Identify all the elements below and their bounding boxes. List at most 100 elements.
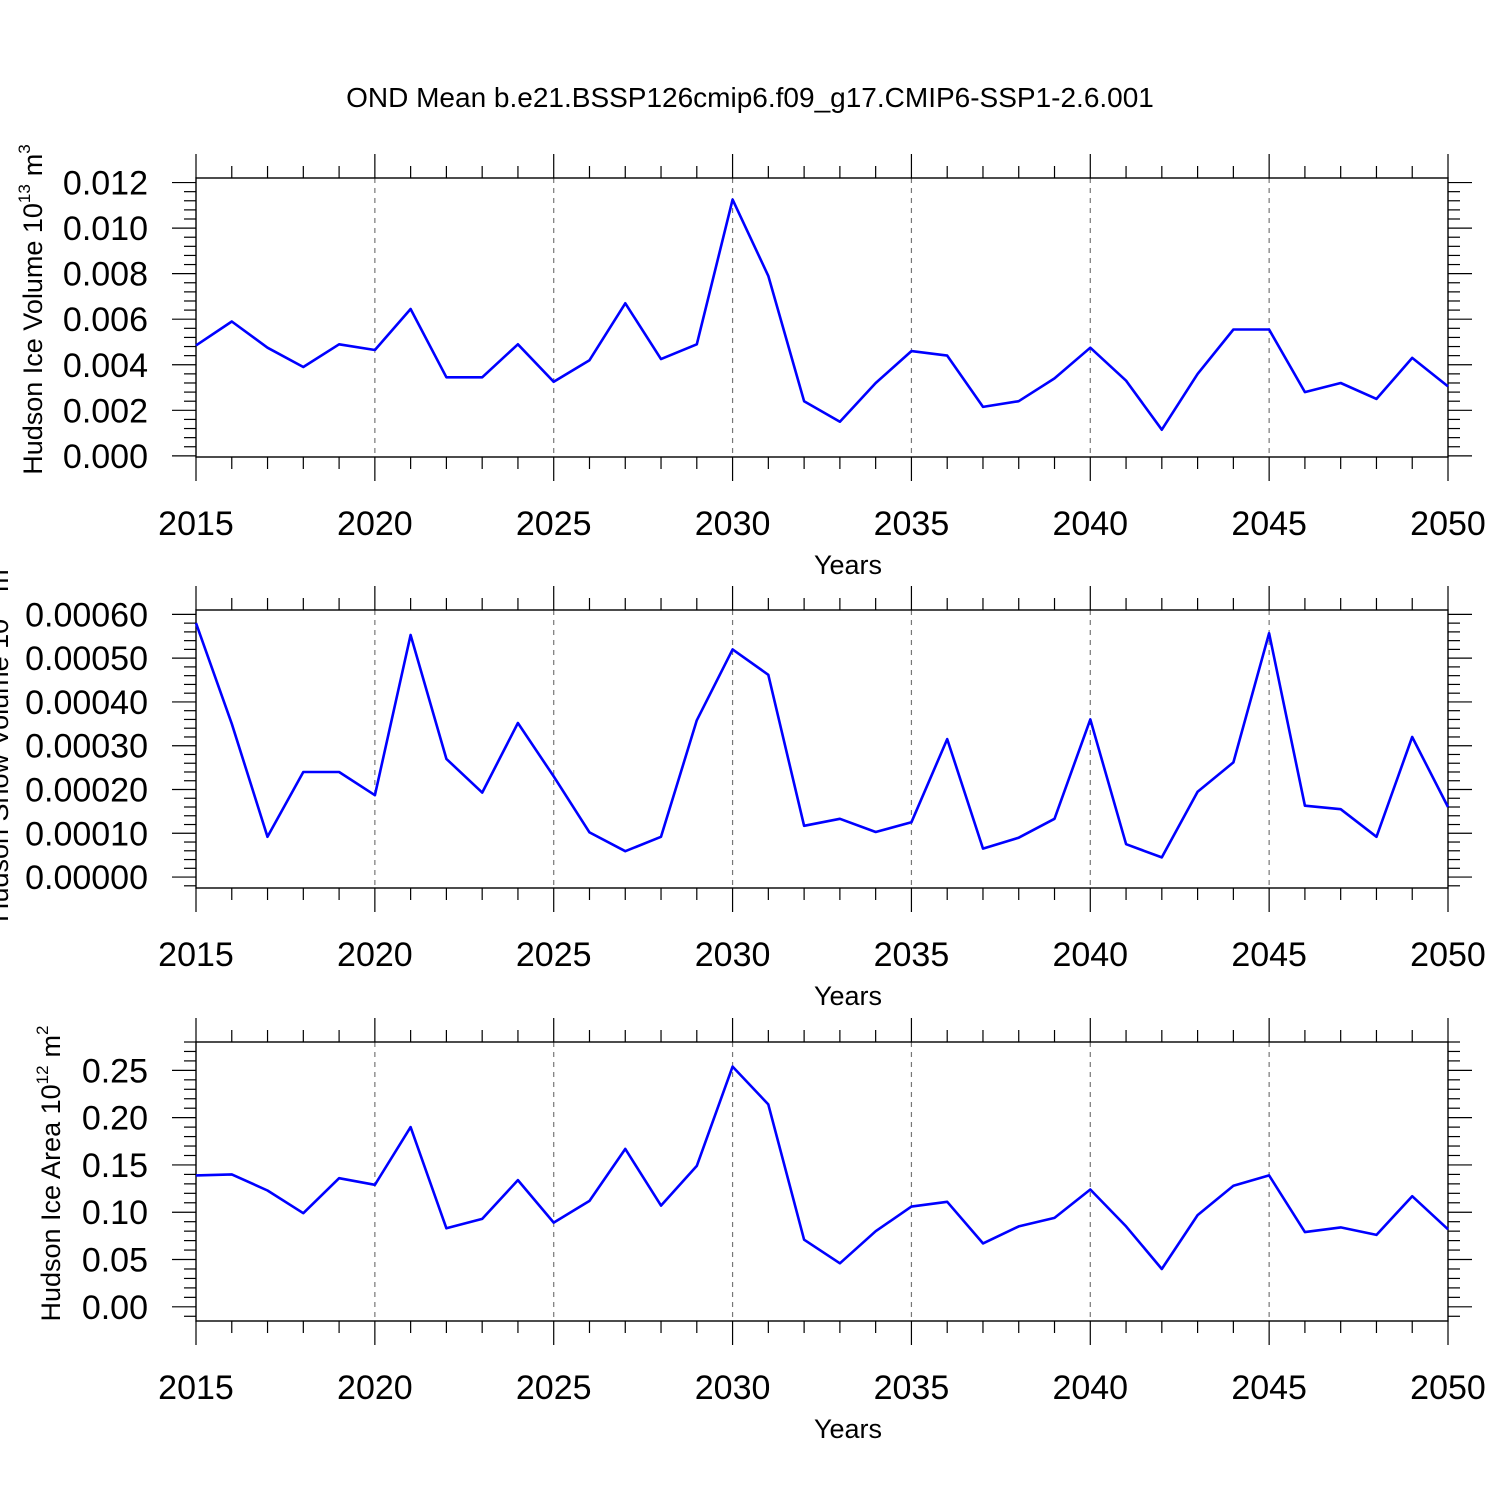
x-tick-label: 2015 — [158, 936, 234, 974]
data-point-2032 — [802, 1238, 806, 1242]
y-tick-label: 0.006 — [63, 301, 148, 339]
data-point-2034 — [874, 830, 878, 834]
data-point-2050 — [1446, 1227, 1450, 1231]
y-tick-label: 0.00030 — [25, 728, 148, 766]
x-tick-label: 2050 — [1410, 505, 1486, 543]
data-point-2022 — [444, 1226, 448, 1230]
data-point-2018 — [301, 365, 305, 369]
data-point-2021 — [409, 633, 413, 637]
data-point-2048 — [1374, 397, 1378, 401]
panel-1: 2015 2020 2025 2030 2035 2040 2045 2050 Years 0.0… — [15, 144, 1486, 580]
x-tick-label: 2035 — [874, 505, 950, 543]
data-point-2016 — [230, 319, 234, 323]
data-point-2017 — [266, 346, 270, 350]
data-point-2015 — [194, 343, 198, 347]
data-point-2037 — [981, 405, 985, 409]
x-tick-label: 2030 — [695, 1369, 771, 1407]
y-tick-label: 0.000 — [63, 438, 148, 476]
data-point-2040 — [1088, 346, 1092, 350]
data-point-2047 — [1339, 807, 1343, 811]
data-point-2026 — [587, 1199, 591, 1203]
x-tick-label: 2050 — [1410, 1369, 1486, 1407]
y-tick-label: 0.008 — [63, 256, 148, 294]
y-tick-label: 0.00040 — [25, 684, 148, 722]
data-point-2045 — [1267, 327, 1271, 331]
y-axis-title-exponent: 13 — [15, 184, 34, 203]
data-point-2024 — [516, 721, 520, 725]
data-point-2047 — [1339, 381, 1343, 385]
data-point-2028 — [659, 1204, 663, 1208]
y-tick-label: 0.00 — [82, 1289, 148, 1327]
y-tick-label: 0.002 — [63, 392, 148, 430]
data-point-2019 — [337, 1176, 341, 1180]
data-point-2041 — [1124, 842, 1128, 846]
data-point-2018 — [301, 1211, 305, 1215]
data-point-2039 — [1053, 1216, 1057, 1220]
x-tick-label: 2025 — [516, 1369, 592, 1407]
data-point-2021 — [409, 307, 413, 311]
data-point-2044 — [1231, 327, 1235, 331]
data-point-2031 — [766, 274, 770, 278]
data-point-2045 — [1267, 631, 1271, 635]
x-tick-label: 2030 — [695, 936, 771, 974]
data-point-2048 — [1374, 1233, 1378, 1237]
data-point-2027 — [623, 1147, 627, 1151]
x-tick-label: 2020 — [337, 936, 413, 974]
data-point-2034 — [874, 1229, 878, 1233]
data-point-2049 — [1410, 735, 1414, 739]
data-point-2023 — [480, 375, 484, 379]
data-point-2040 — [1088, 1188, 1092, 1192]
y-axis-title-unit-exponent: 3 — [15, 144, 34, 153]
data-point-2042 — [1160, 1267, 1164, 1271]
data-point-2033 — [838, 1261, 842, 1265]
panel-3: 2015 2020 2025 2030 2035 2040 2045 2050 Years 0.0… — [33, 1018, 1486, 1444]
y-axis-title-text: Hudson Snow Volume 10 — [0, 619, 14, 922]
data-point-2027 — [623, 849, 627, 853]
data-point-2015 — [194, 621, 198, 625]
data-point-2046 — [1303, 804, 1307, 808]
figure-title: OND Mean b.e21.BSSP126cmip6.f09_g17.CMIP… — [346, 82, 1154, 113]
data-point-2049 — [1410, 356, 1414, 360]
data-point-2035 — [909, 349, 913, 353]
data-point-2016 — [230, 722, 234, 726]
data-point-2048 — [1374, 835, 1378, 839]
data-point-2028 — [659, 835, 663, 839]
y-tick-label: 0.00020 — [25, 771, 148, 809]
data-point-2023 — [480, 1217, 484, 1221]
y-tick-label: 0.004 — [63, 347, 148, 385]
data-point-2026 — [587, 830, 591, 834]
data-point-2020 — [373, 1183, 377, 1187]
data-point-2041 — [1124, 379, 1128, 383]
series-line — [195, 1065, 1449, 1271]
y-axis-title: Hudson Snow Volume 1013m3 — [0, 560, 14, 922]
y-axis-title: Hudson Ice Volume 1013 m3 — [15, 144, 48, 475]
data-point-2047 — [1339, 1225, 1343, 1229]
data-point-2024 — [516, 1178, 520, 1182]
data-point-2032 — [802, 399, 806, 403]
data-point-2034 — [874, 381, 878, 385]
data-point-2036 — [945, 737, 949, 741]
data-point-2022 — [444, 757, 448, 761]
data-point-2016 — [230, 1172, 234, 1176]
y-tick-label: 0.012 — [63, 165, 148, 203]
y-tick-label: 0.00010 — [25, 815, 148, 853]
data-point-2041 — [1124, 1224, 1128, 1228]
data-point-2020 — [373, 348, 377, 352]
x-tick-label: 2040 — [1052, 936, 1128, 974]
data-point-2035 — [909, 1205, 913, 1209]
y-axis-title-unit: m — [0, 569, 14, 592]
data-point-2040 — [1088, 717, 1092, 721]
data-point-2042 — [1160, 428, 1164, 432]
data-point-2021 — [409, 1125, 413, 1129]
data-point-2019 — [337, 770, 341, 774]
data-point-2024 — [516, 342, 520, 346]
data-point-2025 — [552, 774, 556, 778]
x-tick-label: 2015 — [158, 1369, 234, 1407]
x-tick-label: 2040 — [1052, 505, 1128, 543]
data-point-2036 — [945, 354, 949, 358]
y-tick-label: 0.05 — [82, 1242, 148, 1280]
data-point-2037 — [981, 847, 985, 851]
data-point-2049 — [1410, 1194, 1414, 1198]
data-point-2038 — [1017, 836, 1021, 840]
